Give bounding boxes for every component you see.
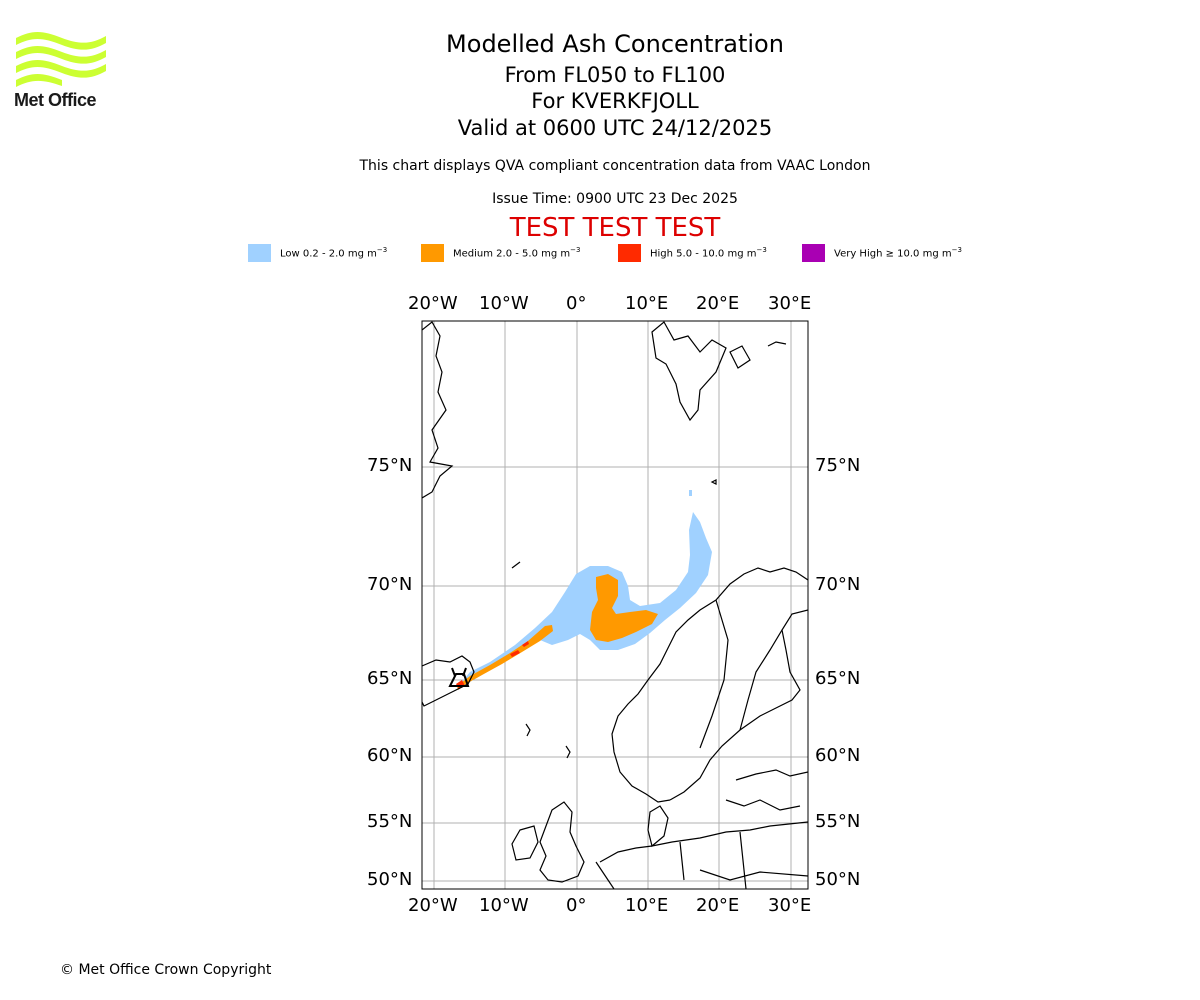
coast-iceland [422,655,475,707]
volcano-name: For KVERKFJOLL [531,89,699,113]
ash-plume-high [456,641,529,689]
chart-title: Modelled Ash Concentration [446,30,784,58]
legend-swatch-low [248,244,271,262]
met-office-logo: Met Office [14,30,109,112]
ash-plume-medium [590,574,658,642]
lon-label-top: 10°W [479,293,529,314]
lon-label-bottom: 10°W [479,895,529,916]
ash-plume-medium-tail [457,625,553,690]
coastlines [422,321,808,889]
lon-label-bottom: 20°W [408,895,458,916]
lon-label-bottom: 30°E [768,895,812,916]
volcano-plume-lines [451,667,467,677]
coast-faroe [525,723,531,737]
legend-label-high: High 5.0 - 10.0 mg m−3 [650,246,767,260]
lon-label-top: 20°E [696,293,740,314]
coast-bear-island [710,479,717,485]
issue-time: Issue Time: 0900 UTC 23 Dec 2025 [492,191,738,207]
lat-label-left: 50°N [367,869,413,890]
lon-label-bottom: 0° [566,895,587,916]
copyright-notice: © Met Office Crown Copyright [60,962,272,978]
legend-swatch-medium [421,244,444,262]
legend-swatch-high [618,244,641,262]
compliance-note: This chart displays QVA compliant concen… [359,158,871,174]
coast-svalbard [651,321,727,422]
coast-denmark [647,805,669,848]
valid-time: Valid at 0600 UTC 24/12/2025 [457,116,773,140]
coast-shetland [565,745,571,759]
legend-swatch-very-high [802,244,825,262]
coast-finland [739,629,783,731]
coast-greenland [422,321,454,499]
lon-label-bottom: 10°E [625,895,669,916]
coast-baltic-states [725,799,801,811]
lon-label-top: 30°E [768,293,812,314]
lat-label-right: 65°N [815,668,861,689]
lat-label-left: 65°N [367,668,413,689]
border-sweden [699,599,729,749]
lat-label-right: 50°N [815,869,861,890]
coast-north-europe [599,821,808,863]
coast-jan-mayen [511,561,521,569]
lat-label-right: 70°N [815,574,861,595]
coast-baltic [669,609,808,801]
lon-label-top: 20°W [408,293,458,314]
coast-low-countries [595,861,615,889]
coast-estonia [735,769,808,781]
lat-label-left: 70°N [367,574,413,595]
coast-norway [611,567,808,803]
volcano-marker [448,667,470,687]
ash-plume-low-speck [689,490,692,496]
lat-label-left: 75°N [367,455,413,476]
ash-plume-low [460,512,712,688]
test-banner: TEST TEST TEST [509,213,721,243]
lat-label-right: 60°N [815,745,861,766]
legend-label-very-high: Very High ≥ 10.0 mg m−3 [834,246,962,260]
lon-label-bottom: 20°E [696,895,740,916]
logo-text: Met Office [14,90,97,110]
lat-label-left: 60°N [367,745,413,766]
lon-label-top: 10°E [625,293,669,314]
met-office-waves-icon [16,32,106,87]
lat-label-left: 55°N [367,811,413,832]
lat-label-right: 75°N [815,455,861,476]
lon-label-top: 0° [566,293,587,314]
coast-ireland [511,825,539,861]
flight-level-range: From FL050 to FL100 [504,63,726,87]
map-frame [421,320,809,890]
border-europe [679,831,808,889]
legend-label-medium: Medium 2.0 - 5.0 mg m−3 [453,246,581,260]
lat-label-right: 55°N [815,811,861,832]
legend-label-low: Low 0.2 - 2.0 mg m−3 [280,246,388,260]
coast-svalbard-east [729,341,787,369]
coast-great-britain [539,801,585,883]
